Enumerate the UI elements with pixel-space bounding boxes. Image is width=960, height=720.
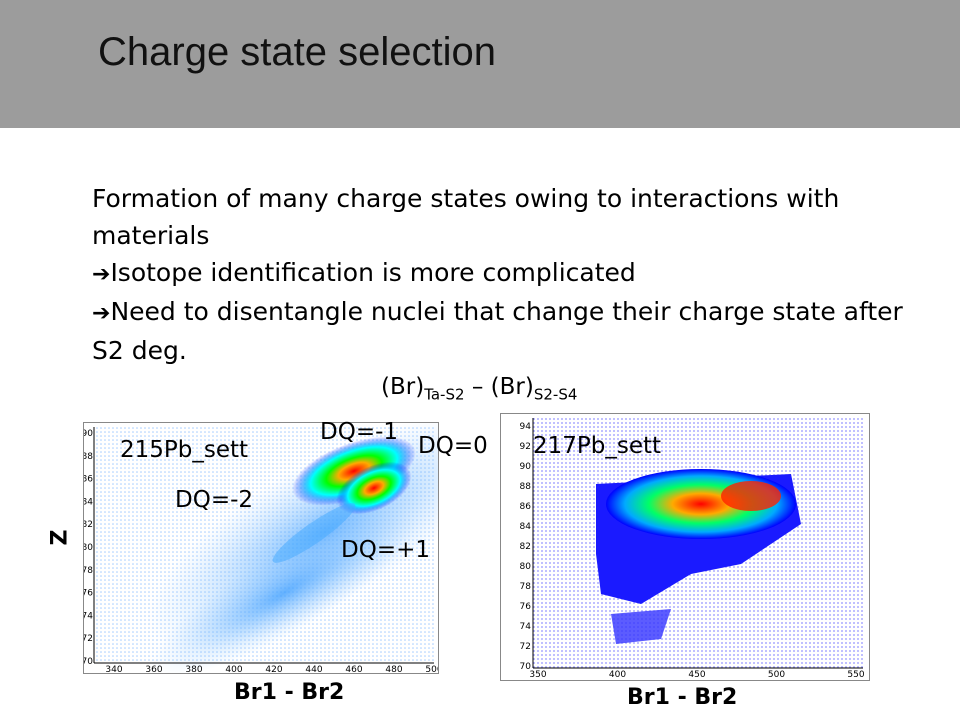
intro-line: Formation of many charge states owing to… [92,184,840,250]
left-y-axis-title: Z [47,529,73,546]
right-plot-canvas: 94 92 90 88 86 84 82 80 78 76 74 72 70 350 400 450 500 5… [520,418,865,680]
x-tick-label: 460 [345,665,362,673]
x-tick-label: 400 [609,670,626,680]
y-tick-label: 76 [520,602,532,612]
left-plot-canvas: 90 88 86 84 82 80 78 76 74 72 70 340 360 380 400 420 44… [84,423,438,673]
right-x-ticks: 350 400 450 500 550 [529,670,864,680]
left-x-ticks: 340 360 380 400 420 440 460 480 500 [105,665,438,673]
y-tick-label: 72 [84,634,93,644]
page-title: Charge state selection [98,30,497,74]
right-plot-name: 217Pb_sett [533,433,662,459]
dq-plus1-label: DQ=+1 [341,537,430,563]
y-tick-label: 86 [84,475,93,485]
right-plot: 94 92 90 88 86 84 82 80 78 76 74 72 70 350 400 450 500 5… [500,413,870,681]
dq-zero-label: DQ=0 [418,433,488,459]
x-tick-label: 480 [385,665,402,673]
bullet-1: ➔Isotope identification is more complica… [92,258,636,287]
y-tick-label: 70 [84,657,93,667]
y-tick-label: 80 [520,562,532,572]
y-tick-label: 86 [520,502,532,512]
x-tick-label: 340 [105,665,122,673]
y-tick-label: 82 [520,542,531,552]
y-tick-label: 78 [84,566,93,576]
left-plot-name: 215Pb_sett [120,437,249,463]
y-tick-label: 94 [520,422,532,432]
y-tick-label: 80 [84,543,93,553]
y-tick-label: 92 [520,442,531,452]
y-tick-label: 84 [520,522,532,532]
y-tick-label: 78 [520,582,532,592]
y-tick-label: 84 [84,497,93,507]
y-tick-label: 82 [84,520,93,530]
x-tick-label: 420 [265,665,282,673]
bullet-2: ➔Need to disentangle nuclei that change … [92,297,903,365]
x-tick-label: 360 [145,665,162,673]
y-tick-label: 88 [520,482,532,492]
right-y-ticks: 94 92 90 88 86 84 82 80 78 76 74 72 70 [520,422,532,672]
y-tick-label: 74 [84,611,93,621]
x-tick-label: 400 [225,665,242,673]
left-y-ticks: 90 88 86 84 82 80 78 76 74 72 70 [84,429,93,667]
y-tick-label: 72 [520,642,531,652]
dq-minus2-label: DQ=-2 [175,487,254,513]
x-tick-label: 350 [529,670,546,680]
left-plot: 90 88 86 84 82 80 78 76 74 72 70 340 360 380 400 420 44… [83,422,439,674]
x-tick-label: 380 [185,665,202,673]
x-tick-label: 500 [768,670,785,680]
dq-minus1-label: DQ=-1 [320,419,399,445]
right-arrow-icon: ➔ [92,301,111,326]
x-tick-label: 550 [847,670,864,680]
header-bar: Charge state selection [0,0,960,128]
x-tick-label: 500 [425,665,438,673]
y-tick-label: 90 [520,462,532,472]
y-tick-label: 88 [84,452,93,462]
y-tick-label: 76 [84,589,93,599]
formula: (Br)Ta-S2 – (Br)S2-S4 [381,374,578,404]
left-x-axis-title: Br1 - Br2 [234,680,345,705]
y-tick-label: 70 [520,662,532,672]
x-tick-label: 450 [688,670,705,680]
y-tick-label: 90 [84,429,93,439]
x-tick-label: 440 [305,665,322,673]
body-text: Formation of many charge states owing to… [92,180,922,369]
y-tick-label: 74 [520,622,532,632]
right-arrow-icon: ➔ [92,262,111,287]
right-x-axis-title: Br1 - Br2 [627,685,738,710]
